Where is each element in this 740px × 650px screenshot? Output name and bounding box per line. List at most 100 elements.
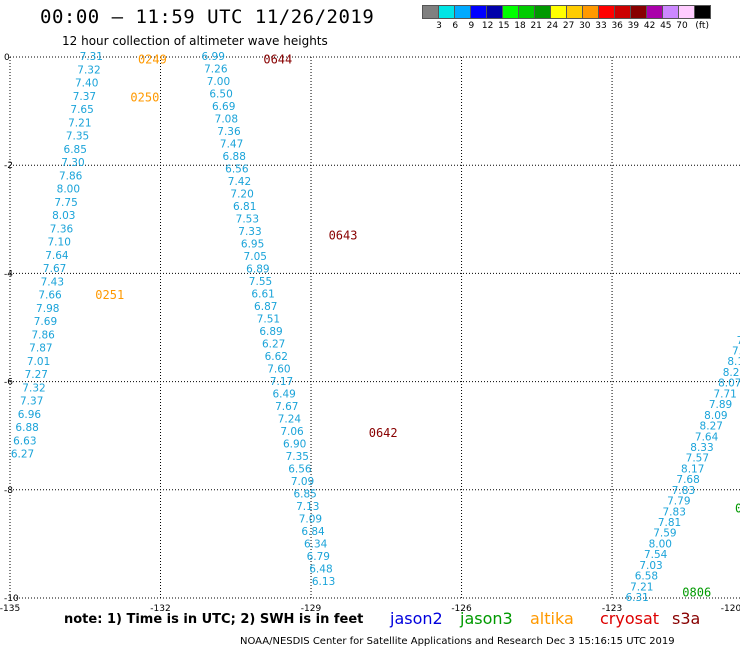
legend-jason3: jason3 xyxy=(460,609,513,628)
swh-value: 7.21 xyxy=(68,117,91,129)
swh-value: 7.35 xyxy=(286,451,309,463)
colorbar-label: 36 xyxy=(611,21,623,31)
swh-value: 7.75 xyxy=(54,197,77,209)
x-tick-label: -126 xyxy=(451,604,472,614)
swh-value: 7.89 xyxy=(709,399,732,411)
swh-value: 8.22 xyxy=(723,367,740,379)
swh-value: 7.17 xyxy=(270,376,293,388)
colorbar-label: 70 xyxy=(676,21,688,31)
colorbar-label: 33 xyxy=(595,21,607,31)
swh-value: 6.34 xyxy=(304,538,328,550)
swh-value: 7.09 xyxy=(299,513,322,525)
chart-note: note: 1) Time is in UTC; 2) SWH is in fe… xyxy=(64,612,364,627)
swh-value: 7.20 xyxy=(230,188,253,200)
swh-value: 6.81 xyxy=(233,201,256,213)
swh-value: 7.27 xyxy=(25,369,48,381)
swh-value: 7.66 xyxy=(38,290,62,302)
colorbar-label: 30 xyxy=(579,21,591,31)
swh-value: 7.59 xyxy=(653,528,676,540)
colorbar-label: 42 xyxy=(643,21,656,31)
y-tick-label: -8 xyxy=(4,486,13,496)
time-label: 0644 xyxy=(263,53,292,67)
colorbar-label: 12 xyxy=(481,21,494,31)
swh-value: 6.84 xyxy=(301,526,325,538)
swh-value: 7.32 xyxy=(77,64,100,76)
swh-value: 7.87 xyxy=(29,343,52,355)
swh-value: 7.83 xyxy=(663,506,686,518)
swh-value: 7.24 xyxy=(278,413,302,425)
swh-value: 7.42 xyxy=(228,176,251,188)
swh-value: 7.67 xyxy=(275,401,298,413)
swh-value: 7.64 xyxy=(695,431,719,443)
swh-value: 7.64 xyxy=(45,250,69,262)
swh-value: 6.96 xyxy=(18,409,42,421)
y-tick-label: -4 xyxy=(4,269,13,279)
swh-value: 7.37 xyxy=(20,396,43,408)
swh-value: 7.47 xyxy=(220,138,243,150)
swh-value: 7.05 xyxy=(244,251,267,263)
colorbar-label: 39 xyxy=(627,21,640,31)
swh-value: 6.88 xyxy=(223,151,246,163)
colorbar-labels: 3 6 9 12 15 18 21 24 27 30 33 36 39 42 45 70 (ft) xyxy=(422,21,740,33)
swh-value: 6.49 xyxy=(272,388,295,400)
chart-subtitle: 12 hour collection of altimeter wave hei… xyxy=(62,34,328,48)
swh-value: 7.86 xyxy=(59,170,83,182)
y-tick-label: -10 xyxy=(4,594,19,604)
swh-value: 7.43 xyxy=(41,276,64,288)
swh-value: 7.79 xyxy=(667,496,690,508)
colorbar-label: 3 xyxy=(436,21,442,31)
swh-value: 7.13 xyxy=(296,501,319,513)
swh-value: 7.00 xyxy=(207,76,230,88)
colorbar-label: 27 xyxy=(562,21,575,31)
time-label: 0249 xyxy=(138,53,167,67)
swh-value: 7.08 xyxy=(215,113,238,125)
swh-value: 6.56 xyxy=(288,463,312,475)
swh-value: 6.90 xyxy=(283,438,306,450)
swh-value: 8.17 xyxy=(681,463,704,475)
colorbar-label: 15 xyxy=(498,21,510,31)
swh-value: 6.85 xyxy=(64,144,87,156)
swh-value: 8.27 xyxy=(700,421,723,433)
swh-value: 7.69 xyxy=(34,316,57,328)
swh-value: 6.95 xyxy=(241,238,264,250)
swh-value: 7.57 xyxy=(686,453,709,465)
swh-value: 7.51 xyxy=(257,313,280,325)
legend-cryosat: cryosat xyxy=(600,609,660,628)
legend-s3a: s3a xyxy=(672,609,701,628)
swh-value: 7.21 xyxy=(630,581,653,593)
colorbar-label: 24 xyxy=(546,21,559,31)
x-tick-label: -135 xyxy=(0,604,20,614)
swh-value: 7.36 xyxy=(50,223,74,235)
swh-value: 7.37 xyxy=(73,91,96,103)
swh-value: 7.40 xyxy=(75,78,98,90)
swh-value: 6.63 xyxy=(13,435,36,447)
swh-value: 7.86 xyxy=(31,329,55,341)
swh-value: 7.36 xyxy=(217,126,241,138)
swh-value: 6.56 xyxy=(225,163,249,175)
swh-value: 6.27 xyxy=(262,338,285,350)
colorbar xyxy=(422,5,711,19)
swh-value: 8.33 xyxy=(690,442,713,454)
swh-value: 6.62 xyxy=(265,351,288,363)
swh-value: 6.61 xyxy=(251,288,274,300)
swh-value: 7.01 xyxy=(27,356,50,368)
swh-value: 7.65 xyxy=(70,104,93,116)
swh-value: 7.33 xyxy=(238,226,261,238)
swh-value: 7.53 xyxy=(236,213,259,225)
colorbar-label: 9 xyxy=(468,21,475,31)
swh-value: 8.07 xyxy=(718,378,740,390)
swh-value: 7.32 xyxy=(22,382,45,394)
legend-altika: altika xyxy=(530,609,574,628)
swh-value: 7.83 xyxy=(732,346,740,358)
swh-value: 6.27 xyxy=(11,449,34,461)
x-tick-label: -123 xyxy=(602,604,622,614)
colorbar-label: 45 xyxy=(660,21,672,31)
time-label: 0806 xyxy=(682,586,711,600)
swh-value: 6.88 xyxy=(15,422,38,434)
colorbar-label: (ft) xyxy=(695,21,709,31)
swh-value: 7.10 xyxy=(48,237,71,249)
swh-value: 8.00 xyxy=(57,184,80,196)
colorbar-label: 6 xyxy=(452,21,459,31)
colorbar-label: 18 xyxy=(514,21,526,31)
